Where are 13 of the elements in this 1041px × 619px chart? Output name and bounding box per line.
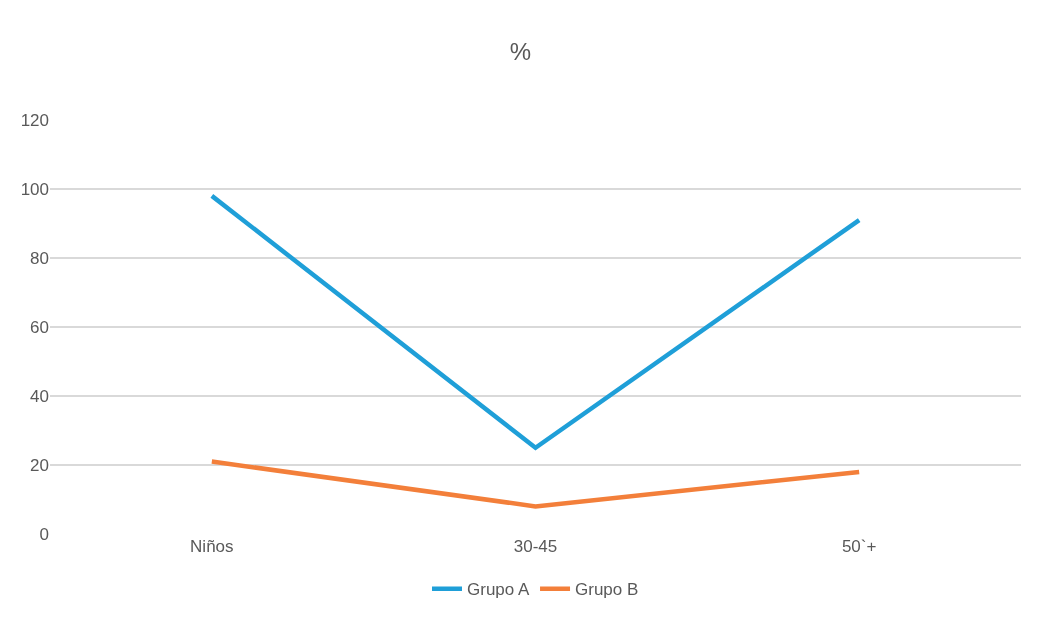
y-tick-label: 100 (20, 179, 49, 199)
legend-label: Grupo B (575, 580, 639, 600)
y-tick-label: 0 (39, 524, 49, 544)
x-tick-label: Niños (190, 537, 234, 556)
y-tick-label: 60 (30, 317, 49, 337)
x-tick-label: 30-45 (513, 537, 558, 556)
y-tick-label: 120 (20, 110, 49, 130)
y-tick-label: 80 (30, 248, 49, 268)
chart-title: % (509, 38, 532, 66)
legend-label: Grupo A (467, 580, 531, 600)
y-tick-label: 40 (30, 386, 49, 406)
y-tick-label: 20 (30, 455, 49, 475)
x-tick-label: 50`+ (841, 537, 877, 556)
